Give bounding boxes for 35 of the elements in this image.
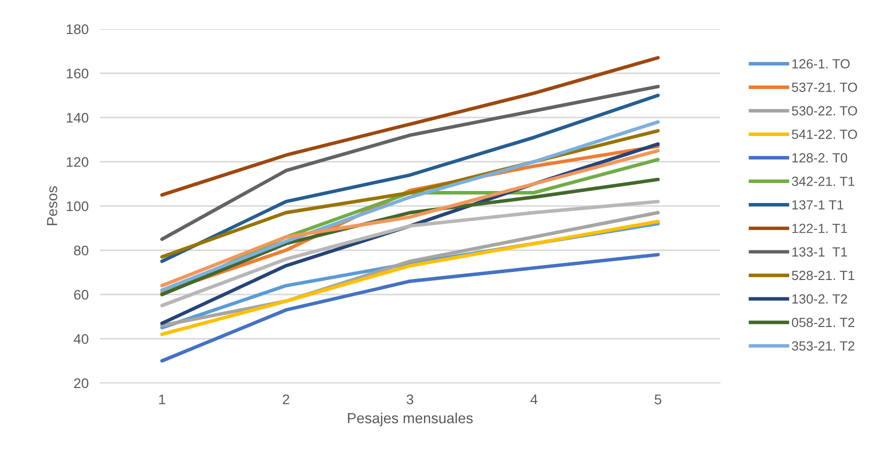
legend-label: 122-1. T1	[792, 224, 847, 233]
y-tick-label: 140	[66, 112, 88, 123]
x-tick-label: 5	[654, 394, 662, 404]
legend-label: 537-21. TO	[792, 82, 858, 92]
y-tick-label: 100	[66, 201, 88, 212]
line-series	[160, 84, 660, 241]
y-axis-title: Pesos	[47, 186, 58, 226]
legend-label: 137-1 T1	[792, 200, 844, 210]
line-series	[160, 200, 660, 308]
legend-label: 058-21. T2	[792, 318, 854, 328]
legend-label: 342-21. T1	[792, 176, 854, 186]
x-tick-label: 1	[159, 394, 166, 404]
legend-label: 530-22. TO	[792, 106, 858, 116]
line-series	[160, 94, 660, 264]
y-tick-label: 20	[74, 378, 88, 388]
line-series	[160, 56, 660, 197]
y-tick-label: 160	[66, 68, 88, 78]
legend-label: 133-1 T1	[792, 247, 847, 257]
x-axis-title: Pesajes mensuales	[348, 412, 473, 426]
line-series	[160, 252, 660, 363]
legend-label: 528-21. T1	[792, 270, 854, 280]
x-tick-label: 3	[406, 394, 414, 404]
line-series	[160, 120, 660, 292]
y-tick-label: 120	[66, 157, 88, 167]
x-tick-label: 2	[282, 394, 290, 404]
legend-label: 353-21. T2	[792, 341, 854, 351]
legend-label: 130-2. T2	[792, 294, 847, 304]
y-tick-label: 180	[66, 24, 88, 34]
y-tick-label: 40	[74, 334, 88, 344]
legend-label: 541-22. TO	[792, 130, 858, 139]
legend-label: 128-2. T0	[792, 153, 848, 163]
y-tick-label: 80	[74, 246, 88, 256]
y-tick-label: 60	[74, 290, 88, 300]
legend-label: 126-1. TO	[792, 59, 850, 68]
x-tick-label: 4	[530, 394, 538, 404]
